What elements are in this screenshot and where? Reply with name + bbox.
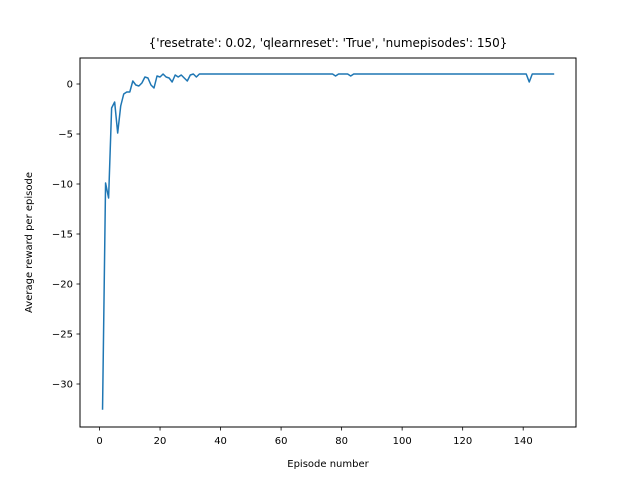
series-line-0 <box>101 73 555 410</box>
x-tick-label: 140 <box>514 436 533 447</box>
x-tick-label: 60 <box>275 436 288 447</box>
x-tick-label: 100 <box>393 436 412 447</box>
x-tick-label: 120 <box>453 436 472 447</box>
y-tick-label: −30 <box>52 380 73 391</box>
x-tick-label: 20 <box>154 436 167 447</box>
axes-frame <box>79 57 577 428</box>
y-tick-label: −5 <box>58 130 73 141</box>
y-tick-label: −20 <box>52 280 73 291</box>
y-tick-label: −10 <box>52 180 73 191</box>
x-tick-label: 0 <box>96 436 102 447</box>
y-axis: 0 −5 −10 −15 −20 −25 −30 <box>52 80 80 391</box>
plot-area <box>101 73 555 410</box>
y-axis-label: Average reward per episode <box>24 172 35 313</box>
y-tick-label: −15 <box>52 230 73 241</box>
x-tick-label: 40 <box>214 436 227 447</box>
y-tick-label: −25 <box>52 330 73 341</box>
x-axis-label: Episode number <box>287 459 369 470</box>
x-tick-label: 80 <box>335 436 348 447</box>
chart-title: {'resetrate': 0.02, 'qlearnreset': 'True… <box>149 36 508 50</box>
x-axis: 0 20 40 60 80 100 120 140 <box>96 427 533 447</box>
y-tick-label: 0 <box>67 80 73 91</box>
